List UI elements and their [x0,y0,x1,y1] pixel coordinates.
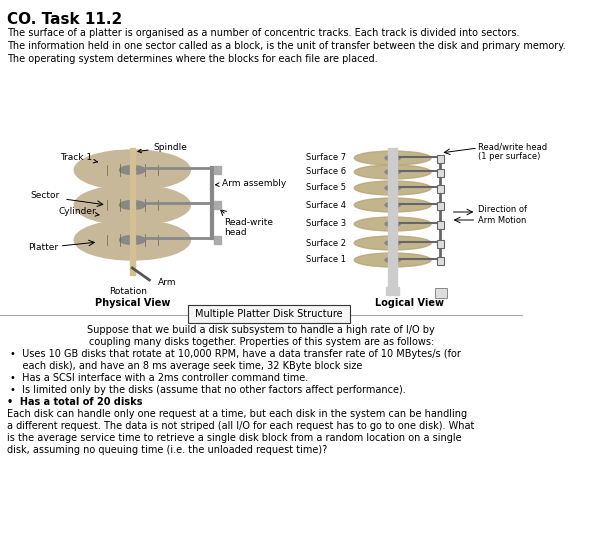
Bar [215,166,221,174]
Ellipse shape [74,185,191,225]
Text: Surface 3: Surface 3 [305,220,346,229]
Text: disk, assuming no queuing time (i.e. the unloaded request time)?: disk, assuming no queuing time (i.e. the… [7,445,327,455]
Ellipse shape [74,150,191,190]
Bar [435,288,447,298]
Ellipse shape [385,169,400,174]
Text: Surface 1: Surface 1 [306,255,346,265]
Bar [386,287,400,295]
Text: The operating system determines where the blocks for each file are placed.: The operating system determines where th… [7,54,378,64]
Bar [215,201,221,209]
Text: CO. Task 11.2: CO. Task 11.2 [7,12,122,27]
Text: Surface 7: Surface 7 [305,153,346,163]
Ellipse shape [120,201,145,209]
Ellipse shape [385,258,400,262]
Text: Physical View: Physical View [94,298,170,308]
Ellipse shape [385,156,400,161]
Text: is the average service time to retrieve a single disk block from a random locati: is the average service time to retrieve … [7,433,462,443]
Text: Spindle: Spindle [138,142,188,153]
Ellipse shape [354,165,431,179]
Bar [437,202,444,210]
Text: •  Is limited only by the disks (assume that no other factors affect performance: • Is limited only by the disks (assume t… [10,385,406,395]
Text: Cylinder: Cylinder [58,208,99,216]
Ellipse shape [354,181,431,195]
Bar [437,185,444,193]
Bar [437,257,444,265]
Text: The surface of a platter is organised as a number of concentric tracks. Each tra: The surface of a platter is organised as… [7,28,519,38]
Text: •  Has a SCSI interface with a 2ms controller command time.: • Has a SCSI interface with a 2ms contro… [10,373,308,383]
Text: a different request. The data is not striped (all I/O for each request has to go: a different request. The data is not str… [7,421,474,431]
Ellipse shape [120,236,145,244]
Bar [437,155,444,163]
Text: Suppose that we build a disk subsystem to handle a high rate of I/O by: Suppose that we build a disk subsystem t… [87,325,435,335]
Text: Read/write head
(1 per surface): Read/write head (1 per surface) [478,142,547,162]
Text: Each disk can handle only one request at a time, but each disk in the system can: Each disk can handle only one request at… [7,409,467,419]
Ellipse shape [385,186,400,191]
Ellipse shape [354,198,431,212]
Bar [437,221,444,229]
Bar [215,236,221,244]
FancyBboxPatch shape [188,305,350,323]
Bar [437,169,444,177]
Text: Track 1: Track 1 [59,153,97,163]
Text: Platter: Platter [28,243,58,252]
Text: coupling many disks together. Properties of this system are as follows:: coupling many disks together. Properties… [88,337,434,347]
Text: Surface 4: Surface 4 [306,201,346,209]
Text: The information held in one sector called as a block, is the unit of transfer be: The information held in one sector calle… [7,41,565,51]
Text: Surface 6: Surface 6 [305,168,346,176]
Text: •  Uses 10 GB disks that rotate at 10,000 RPM, have a data transfer rate of 10 M: • Uses 10 GB disks that rotate at 10,000… [10,349,461,359]
Bar [437,240,444,248]
Ellipse shape [354,236,431,250]
Text: Multiple Platter Disk Structure: Multiple Platter Disk Structure [195,309,343,319]
Ellipse shape [385,241,400,246]
Text: Sector: Sector [31,191,59,199]
Ellipse shape [354,151,431,165]
Text: Read-write
head: Read-write head [224,218,273,237]
Text: Surface 2: Surface 2 [306,238,346,248]
Ellipse shape [354,217,431,231]
Text: Rotation: Rotation [109,287,147,296]
Text: Arm assembly: Arm assembly [216,179,286,187]
Ellipse shape [120,165,145,174]
Text: Arm: Arm [158,278,177,287]
Ellipse shape [385,203,400,208]
Text: Direction of
Arm Motion: Direction of Arm Motion [478,206,527,225]
Text: each disk), and have an 8 ms average seek time, 32 KByte block size: each disk), and have an 8 ms average see… [10,361,363,371]
Ellipse shape [74,220,191,260]
Bar [389,148,397,290]
Ellipse shape [385,221,400,226]
Text: Surface 5: Surface 5 [306,184,346,192]
Bar [130,148,135,275]
Text: Logical View: Logical View [375,298,444,308]
Text: •  Has a total of 20 disks: • Has a total of 20 disks [7,397,142,407]
Ellipse shape [354,253,431,267]
